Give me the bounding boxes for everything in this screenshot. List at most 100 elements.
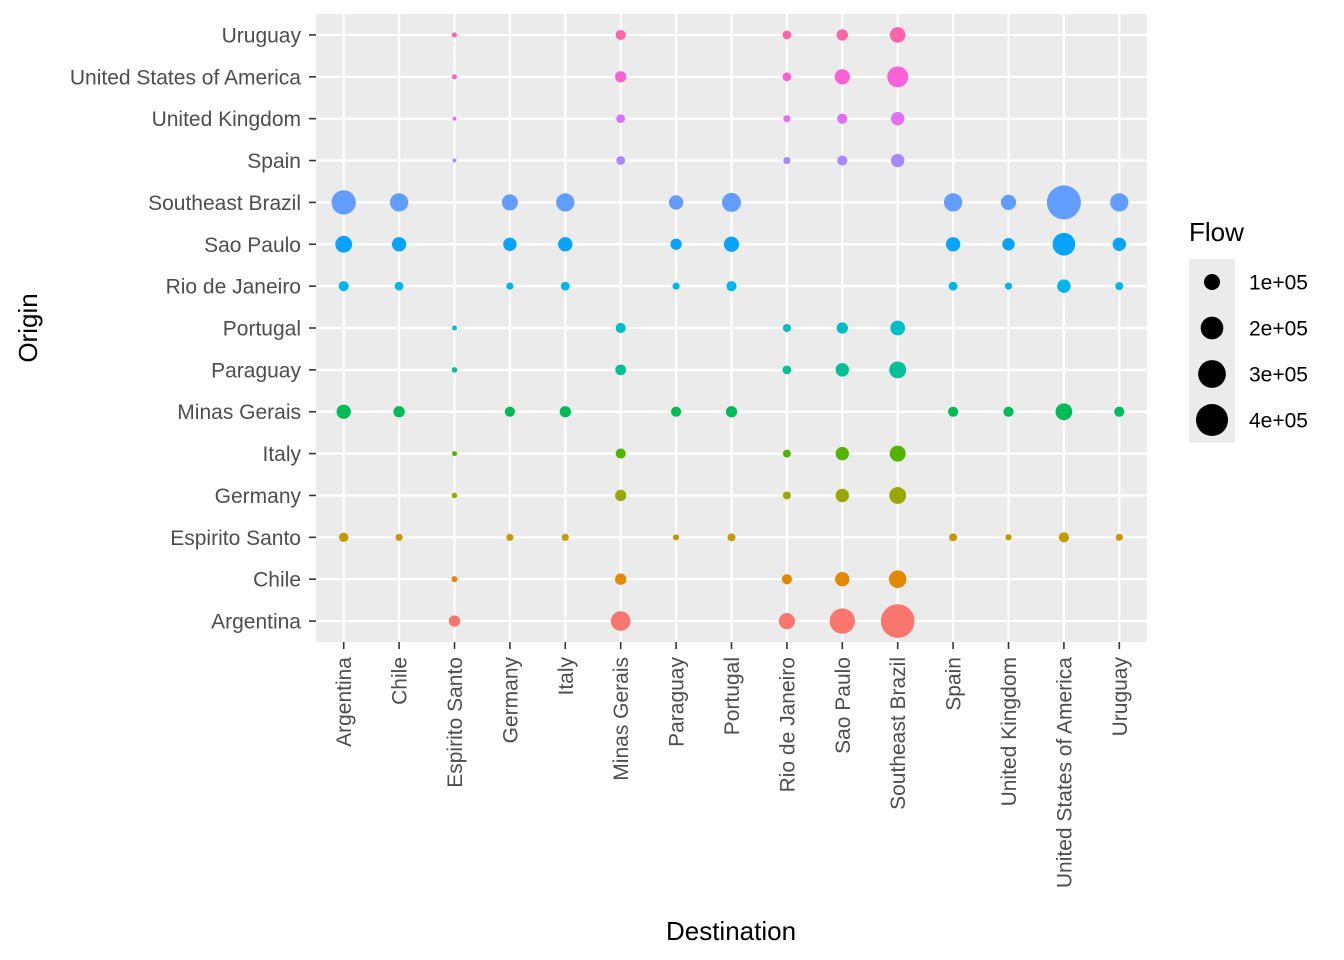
flow-point: [1052, 232, 1076, 256]
flow-point: [836, 322, 848, 334]
flow-point: [834, 69, 850, 85]
flow-point: [1114, 406, 1125, 417]
flow-point: [783, 156, 791, 165]
flow-point: [835, 572, 850, 587]
flow-point: [615, 29, 626, 41]
flow-point: [889, 27, 906, 43]
flow-point: [668, 195, 684, 210]
x-tick-label: Spain: [943, 657, 966, 711]
flow-point: [722, 192, 741, 212]
flow-point: [837, 113, 848, 124]
x-tick-label: United Kingdom: [998, 657, 1021, 806]
legend-key-circle: [1195, 403, 1229, 437]
flow-point: [391, 237, 407, 252]
flow-point: [891, 111, 905, 126]
x-tick-label: Sao Paulo: [832, 657, 855, 754]
flow-point: [778, 613, 795, 630]
x-tick-label: Argentina: [333, 657, 356, 747]
flow-point: [506, 533, 514, 541]
flow-point: [943, 193, 963, 212]
flow-point: [615, 322, 626, 334]
flow-point: [451, 32, 458, 38]
flow-point: [835, 446, 849, 461]
y-tick-label: United Kingdom: [152, 108, 301, 131]
x-tick-label: Paraguay: [666, 657, 689, 747]
flow-point: [837, 155, 848, 166]
flow-point: [501, 194, 518, 211]
flow-point: [338, 281, 349, 292]
flow-point: [782, 30, 792, 40]
x-tick-label: Espirito Santo: [444, 657, 467, 788]
x-axis-title: Destination: [666, 916, 796, 946]
y-tick-label: Chile: [253, 569, 301, 592]
flow-point: [1112, 237, 1127, 251]
x-tick-label: Minas Gerais: [610, 657, 633, 781]
flow-point: [452, 116, 457, 121]
flow-point: [558, 237, 573, 252]
flow-point: [889, 487, 907, 504]
y-tick-label: Uruguay: [222, 24, 302, 47]
flow-point: [615, 364, 627, 376]
y-tick-label: Espirito Santo: [170, 527, 301, 550]
y-tick-label: Southeast Brazil: [148, 192, 301, 215]
x-tick-label: United States of America: [1053, 657, 1076, 888]
size-legend: Flow 1e+05 2e+05 3e+05 4e+05: [1189, 217, 1308, 443]
y-tick-label: Portugal: [223, 318, 301, 341]
flow-point: [394, 281, 404, 291]
flow-point: [616, 114, 626, 124]
flow-point: [1058, 532, 1069, 543]
x-tick-label: Southeast Brazil: [887, 657, 910, 810]
flow-point: [504, 406, 515, 417]
flow-point: [945, 237, 961, 252]
flow-point: [1003, 406, 1014, 417]
flow-point: [891, 153, 905, 168]
flow-point: [615, 71, 627, 83]
flow-point: [331, 190, 356, 215]
flow-point: [1004, 282, 1013, 290]
flow-point: [889, 361, 907, 379]
flow-point: [393, 406, 405, 418]
flow-point: [610, 611, 631, 631]
flow-point: [336, 404, 351, 419]
flow-point: [723, 236, 740, 252]
flow-point: [673, 534, 680, 541]
flow-point: [1055, 403, 1073, 421]
flow-point: [782, 365, 792, 375]
legend-label: 1e+05: [1249, 272, 1308, 295]
flow-point: [835, 363, 849, 377]
flow-point: [395, 533, 403, 541]
flow-point: [1005, 534, 1012, 541]
legend-title: Flow: [1189, 217, 1244, 247]
flow-point: [451, 367, 458, 373]
flow-point: [561, 533, 569, 541]
flow-point: [890, 320, 906, 336]
flow-point: [1057, 279, 1071, 293]
legend-key-circle: [1200, 316, 1224, 340]
flow-point: [727, 533, 736, 542]
x-tick-label: Rio de Janeiro: [776, 657, 799, 792]
flow-point: [451, 74, 458, 80]
y-tick-label: Sao Paulo: [204, 234, 301, 257]
y-tick-label: Spain: [247, 150, 301, 173]
flow-point: [335, 235, 353, 253]
flow-point: [1000, 194, 1017, 210]
x-tick-label: Italy: [555, 657, 578, 696]
legend-key-circle: [1203, 273, 1221, 291]
legend-label: 4e+05: [1249, 410, 1308, 433]
flow-point: [782, 449, 791, 458]
flow-point: [448, 615, 461, 627]
flow-point: [503, 237, 517, 251]
legend-label: 3e+05: [1249, 364, 1308, 387]
flow-point: [451, 492, 458, 499]
flow-point: [615, 489, 627, 502]
flow-point: [782, 491, 791, 500]
flow-point: [888, 570, 907, 588]
flow-point: [389, 193, 409, 212]
y-tick-label: United States of America: [70, 66, 301, 89]
flow-point: [887, 66, 909, 88]
flow-point: [338, 532, 349, 543]
y-axis: Argentina Chile Espirito Santo Germany Italy…: [70, 24, 316, 634]
flow-point: [781, 574, 792, 585]
flow-point: [726, 281, 737, 292]
